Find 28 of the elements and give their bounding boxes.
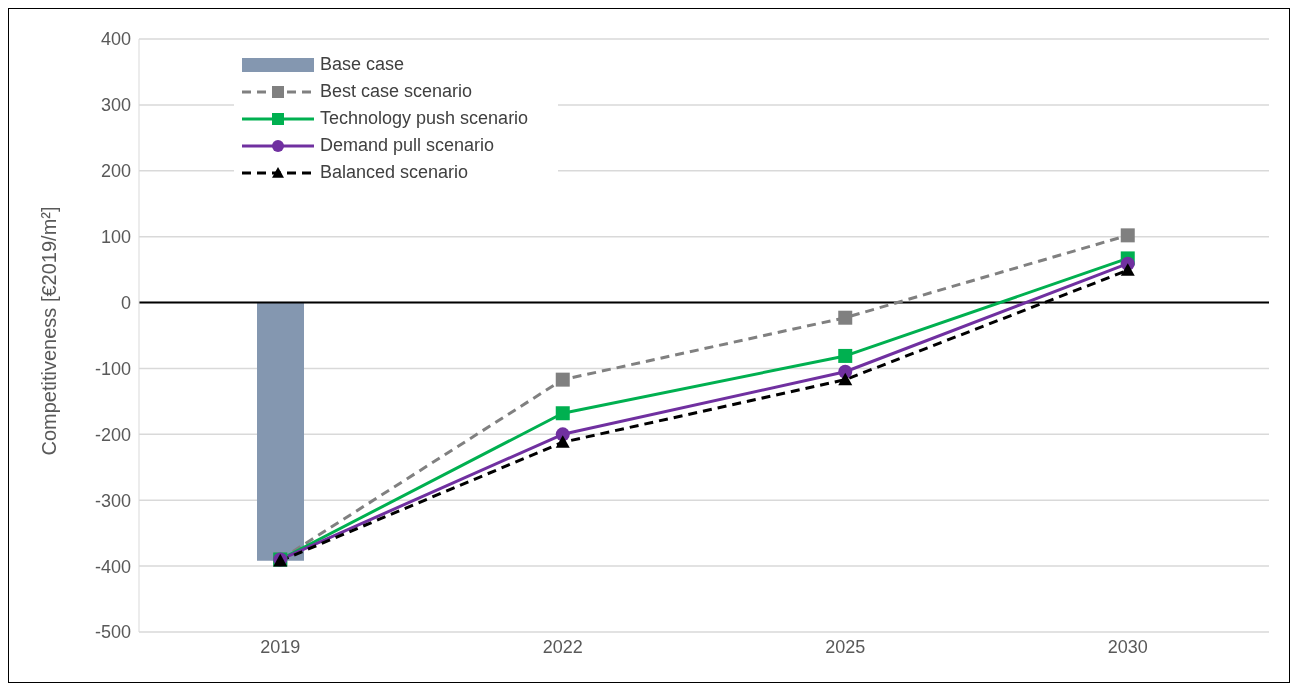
y-tick-label: -400 [94,556,131,577]
y-tick-label: -100 [94,358,131,379]
y-tick-label: 100 [100,227,131,248]
y-tick-label: -500 [94,622,131,643]
point [838,372,853,386]
y-tick-label: 0 [120,292,131,313]
y-tick-label: 400 [100,29,131,50]
x-tick-label: 2019 [260,636,301,657]
legend-label: Base case [320,54,405,75]
y-tick-label: -200 [94,424,131,445]
point [838,348,853,363]
point [1120,228,1135,243]
legend-label: Balanced scenario [320,162,469,183]
y-tick-label: -300 [94,490,131,511]
point [555,435,570,448]
x-tick-label: 2030 [1107,636,1148,657]
y-tick-label: 300 [100,95,131,116]
x-tick-label: 2025 [825,636,866,657]
legend-label: Technology push scenario [320,108,529,129]
point [555,372,570,387]
y-tick-label: 200 [100,161,131,182]
point [1120,263,1135,276]
x-tick-label: 2022 [542,636,583,657]
legend-label: Demand pull scenario [320,135,495,156]
point [555,406,570,421]
y-axis-title: Competitiveness [€2019/m²] [38,206,61,456]
point [838,310,853,325]
legend-label: Best case scenario [320,81,473,102]
